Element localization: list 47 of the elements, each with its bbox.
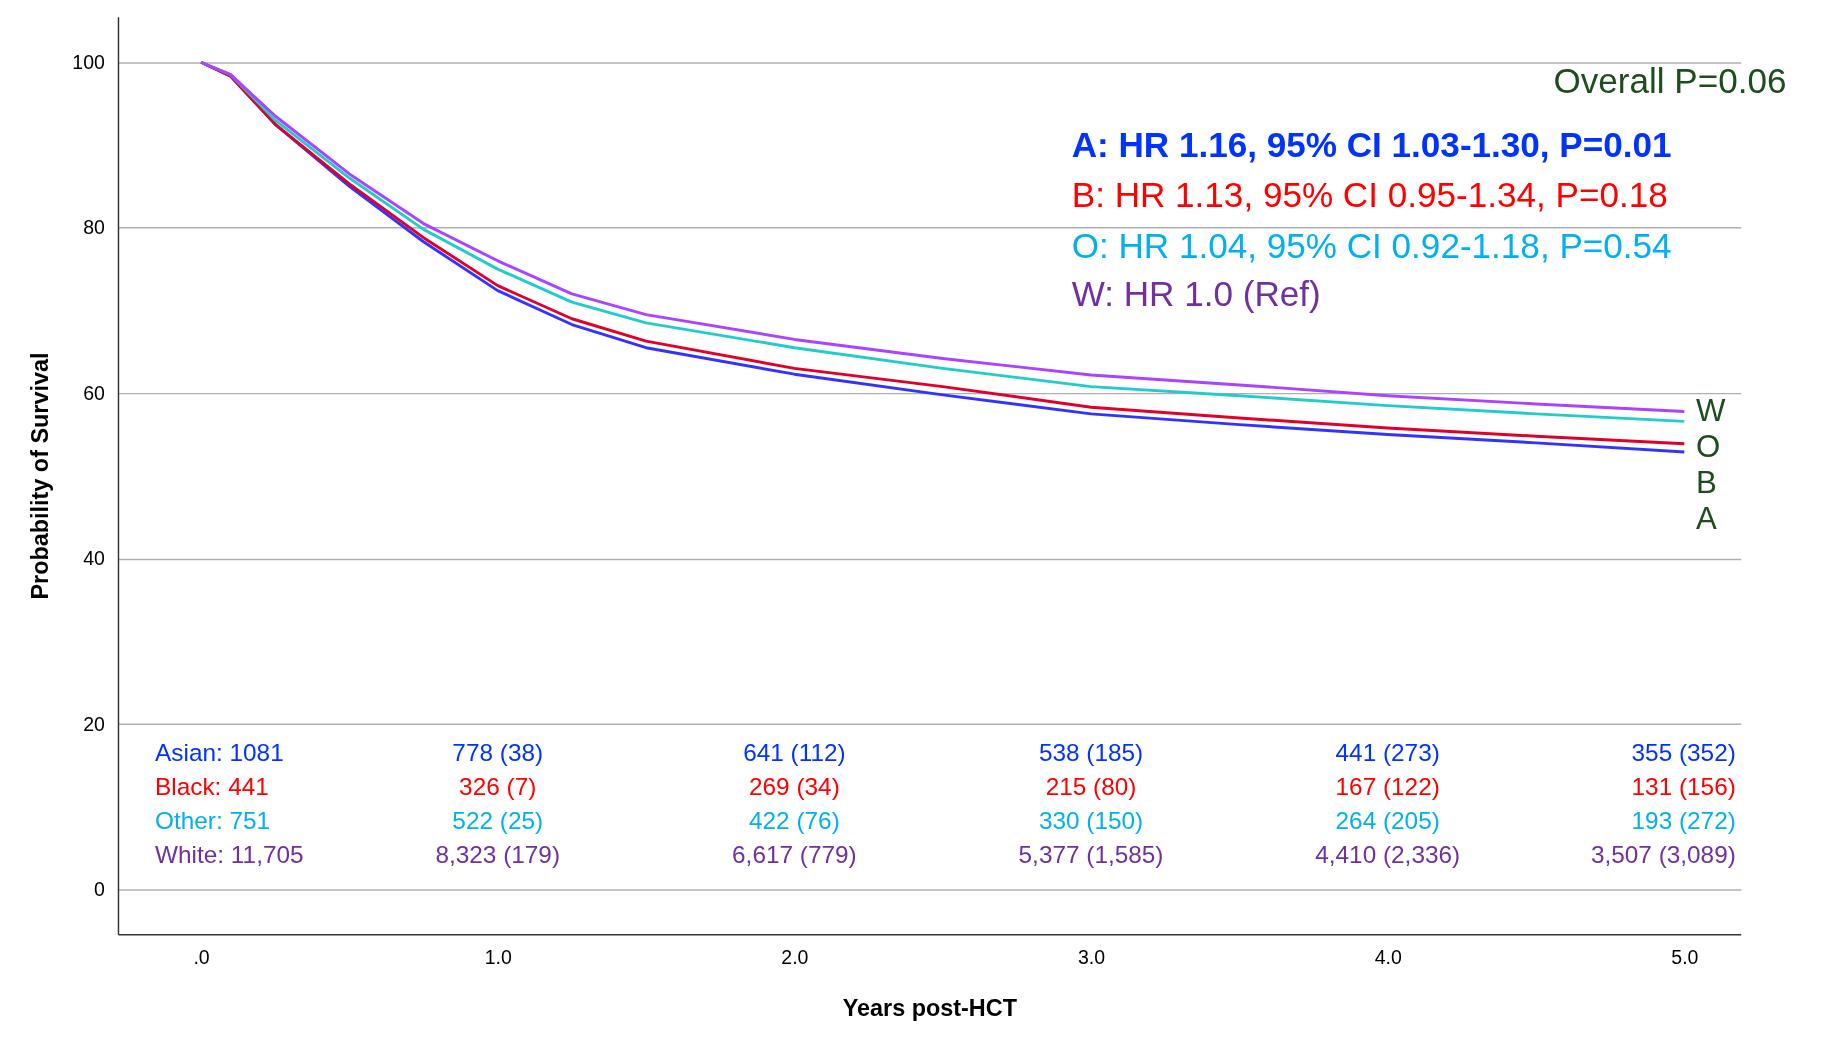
annotation: 4,410 (2,336) [1315,841,1461,869]
annotation: 264 (205) [1335,807,1440,835]
series-label: W [1696,393,1727,429]
annotation: 778 (38) [452,738,544,766]
annotation: Black: 441 [155,772,269,800]
x-axis-title: Years post-HCT [842,994,1018,1021]
annotation: 422 (76) [749,807,840,835]
x-tick-label: .0 [193,946,210,969]
annotation: White: 11,705 [155,841,304,869]
annotation: 167 (122) [1335,772,1440,800]
x-tick-label: 5.0 [1671,946,1699,969]
annotation: 5,377 (1,585) [1018,841,1164,869]
series-label: A [1696,501,1718,537]
annotation: 326 (7) [459,772,537,800]
y-axis-title: Probability of Survival [26,352,53,600]
annotation: Overall P=0.06 [1553,60,1787,100]
y-tick-label: 60 [83,381,105,404]
y-tick-label: 100 [72,50,105,73]
annotation: W: HR 1.0 (Ref) [1071,274,1321,314]
annotation: 522 (25) [452,807,544,835]
series-label: O [1696,429,1721,465]
series-label: B [1696,465,1717,501]
annotation: 330 (150) [1038,807,1144,835]
annotation: Other: 751 [155,807,271,835]
annotation: 6,617 (779) [732,841,857,869]
annotation: 269 (34) [749,772,840,800]
annotation: 538 (185) [1038,738,1144,766]
annotation: 355 (352) [1631,738,1736,766]
annotation: 641 (112) [743,738,846,766]
annotation: A: HR 1.16, 95% CI 1.03-1.30, P=0.01 [1071,125,1672,165]
annotation: 441 (273) [1335,738,1440,766]
annotation: 8,323 (179) [435,841,561,869]
annotation: 3,507 (3,089) [1590,841,1736,869]
annotation: O: HR 1.04, 95% CI 0.92-1.18, P=0.54 [1071,225,1672,265]
annotation: Asian: 1081 [155,738,284,766]
y-tick-label: 20 [83,712,105,735]
annotation: 131 (156) [1631,772,1736,800]
x-tick-label: 3.0 [1077,946,1106,969]
x-tick-label: 2.0 [781,946,809,969]
y-tick-label: 80 [83,216,105,239]
x-tick-label: 1.0 [484,946,512,969]
annotation: B: HR 1.13, 95% CI 0.95-1.34, P=0.18 [1071,174,1668,214]
y-tick-label: 0 [93,878,105,901]
annotation: 193 (272) [1631,807,1736,835]
x-tick-label: 4.0 [1374,946,1402,969]
y-tick-label: 40 [83,547,105,570]
annotation: 215 (80) [1045,772,1137,800]
